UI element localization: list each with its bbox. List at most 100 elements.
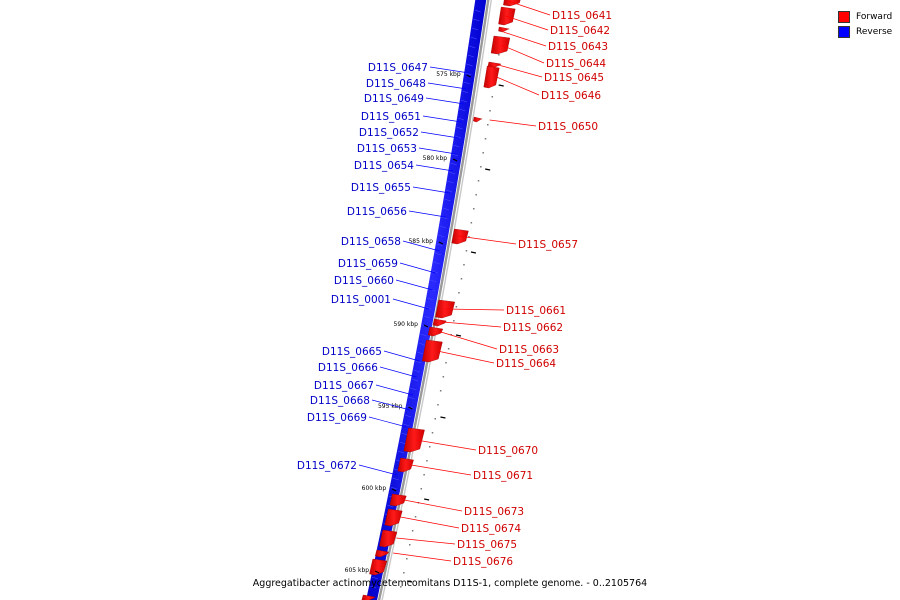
- reverse-gene-label: D11S_0652: [359, 127, 419, 139]
- forward-gene-block: [384, 508, 403, 527]
- forward-gene-block: [403, 427, 425, 453]
- reverse-leader-line: [395, 279, 433, 291]
- strand-dot: [408, 544, 411, 546]
- forward-gene-block: [389, 493, 407, 507]
- reverse-feature-edge: [474, 9, 481, 13]
- legend-forward-label: Forward: [856, 11, 893, 22]
- tick-dash: [406, 580, 413, 583]
- reverse-feature-edge: [408, 396, 415, 400]
- forward-gene-label: D11S_0673: [464, 506, 524, 518]
- tick-mark: [423, 324, 429, 328]
- forward-gene-block: [473, 116, 483, 123]
- reverse-feature-edge: [453, 144, 460, 148]
- strand-dot: [498, 54, 500, 56]
- legend: Forward Reverse: [838, 9, 892, 39]
- reverse-feature-edge: [463, 81, 470, 85]
- forward-leader-line: [396, 537, 456, 545]
- forward-gene-labels: D11S_0641 D11S_0642 D11S_0643 D11S_0644 D11S…: [393, 0, 612, 568]
- reverse-feature-edge: [406, 405, 413, 409]
- strand-dot: [423, 474, 425, 476]
- reverse-feature-edge: [390, 486, 397, 490]
- reverse-gene-label: D11S_0672: [297, 460, 357, 472]
- axis-ticks: 575 kbp 580 kbp 585 kbp 590 kbp 595 kbp 600 k…: [345, 71, 504, 583]
- forward-gene-label: D11S_0644: [546, 58, 606, 70]
- reverse-leader-line: [379, 366, 417, 378]
- forward-leader-line: [400, 516, 460, 529]
- forward-gene-label: D11S_0642: [550, 25, 610, 37]
- reverse-gene-label: D11S_0669: [307, 412, 367, 424]
- forward-leader-line: [440, 331, 498, 350]
- tick-label: 605 kbp: [345, 567, 370, 574]
- reverse-leader-line: [375, 384, 414, 396]
- strand-dot: [489, 110, 491, 112]
- strand-dot: [439, 390, 442, 392]
- strand-dot: [428, 446, 431, 448]
- legend-reverse: Reverse: [838, 24, 892, 39]
- reverse-gene-label: D11S_0667: [314, 380, 374, 392]
- reverse-gene-label: D11S_0649: [364, 93, 424, 105]
- strand-dot: [450, 334, 452, 336]
- legend-forward: Forward: [838, 9, 892, 24]
- reverse-gene-label: D11S_0658: [341, 236, 401, 248]
- tick-label: 580 kbp: [423, 155, 448, 162]
- tick-mark: [452, 158, 458, 162]
- reverse-feature-edge: [452, 153, 459, 157]
- tick-label: 585 kbp: [408, 238, 433, 245]
- tick-dash: [440, 416, 446, 419]
- reverse-strand-band: [366, 0, 487, 600]
- reverse-feature-edge: [466, 63, 473, 67]
- reverse-gene-label: D11S_0653: [357, 143, 417, 155]
- strand-dot: [434, 418, 436, 420]
- reverse-leader-line: [412, 186, 450, 194]
- reverse-leader-line: [399, 262, 436, 274]
- reverse-gene-label: D11S_0666: [318, 362, 378, 374]
- reverse-feature-edge: [462, 90, 469, 94]
- reverse-feature-edge: [439, 225, 447, 229]
- reverse-feature-edge: [413, 369, 420, 373]
- tick-mark: [466, 74, 471, 78]
- reverse-gene-label: D11S_0001: [331, 294, 391, 306]
- reverse-feature-edge: [425, 306, 432, 310]
- reverse-leader-line: [427, 82, 467, 90]
- reverse-feature-edge: [427, 297, 434, 301]
- forward-gene-block: [427, 326, 444, 337]
- forward-gene-block: [483, 65, 500, 89]
- forward-gene-label: D11S_0643: [548, 41, 608, 53]
- forward-swatch: [838, 10, 850, 23]
- reverse-feature-edge: [460, 99, 467, 103]
- forward-leader-line: [416, 439, 477, 451]
- forward-gene-label: D11S_0676: [453, 556, 513, 568]
- tick-dash: [485, 168, 491, 171]
- reverse-leader-line: [402, 240, 440, 252]
- forward-gene-label: D11S_0661: [506, 305, 566, 317]
- tick-dash: [470, 251, 477, 254]
- strand-dot: [475, 194, 477, 196]
- reverse-gene-label: D11S_0647: [368, 62, 428, 74]
- reverse-gene-label: D11S_0651: [361, 111, 421, 123]
- reverse-feature-edge: [471, 27, 479, 31]
- forward-gene-block: [375, 549, 390, 558]
- reverse-leader-line: [392, 298, 430, 310]
- forward-gene-block: [379, 529, 398, 548]
- forward-gene-label: D11S_0641: [552, 10, 612, 22]
- forward-gene-label: D11S_0663: [499, 344, 559, 356]
- strand-dot: [414, 516, 417, 518]
- forward-leader-line: [445, 308, 505, 311]
- tick-label: 575 kbp: [436, 71, 461, 78]
- reverse-leader-line: [408, 210, 446, 218]
- reverse-feature-edge: [430, 279, 437, 283]
- reverse-leader-line: [418, 147, 457, 155]
- forward-leader-line: [411, 464, 472, 476]
- forward-gene-block: [490, 35, 511, 55]
- strand-dot: [442, 376, 445, 378]
- forward-leader-line: [437, 350, 495, 364]
- tick-dash: [455, 334, 462, 337]
- strand-dot: [403, 572, 405, 574]
- strand-dot: [468, 236, 470, 238]
- strand-dot: [426, 460, 428, 462]
- reverse-feature-edge: [450, 162, 457, 166]
- tick-mark: [391, 488, 397, 492]
- forward-gene-block: [435, 299, 455, 319]
- reverse-feature-edge: [465, 72, 472, 76]
